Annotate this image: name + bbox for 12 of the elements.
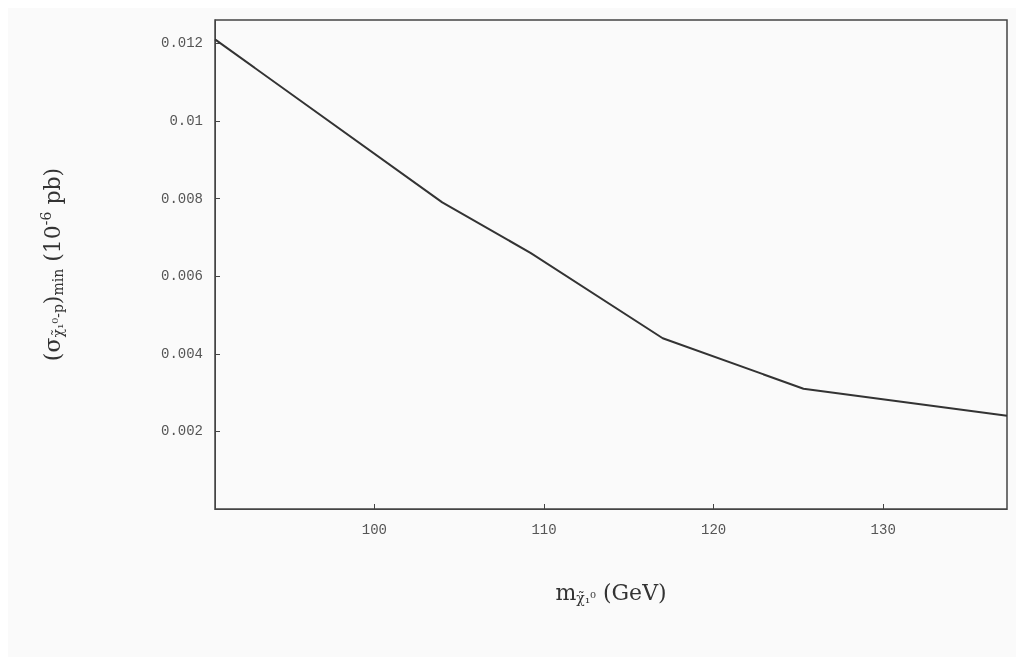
y-axis-title: (σχ̃₁⁰-p)min (10-6 pb) — [38, 167, 66, 362]
x-tick-label: 100 — [361, 522, 388, 538]
y-tick-label: 0.01 — [169, 112, 203, 129]
y-tick-label: 0.012 — [160, 35, 203, 52]
x-tick-label: 130 — [870, 522, 896, 538]
x-tick-label: 110 — [531, 522, 557, 538]
y-tick-label: 0.008 — [160, 190, 203, 207]
x-tick-label: 120 — [700, 522, 727, 538]
y-tick-label: 0.006 — [160, 268, 203, 285]
y-tick-label: 0.002 — [160, 423, 203, 440]
y-tick-label: 0.004 — [160, 345, 203, 362]
line-series — [214, 38, 1008, 417]
